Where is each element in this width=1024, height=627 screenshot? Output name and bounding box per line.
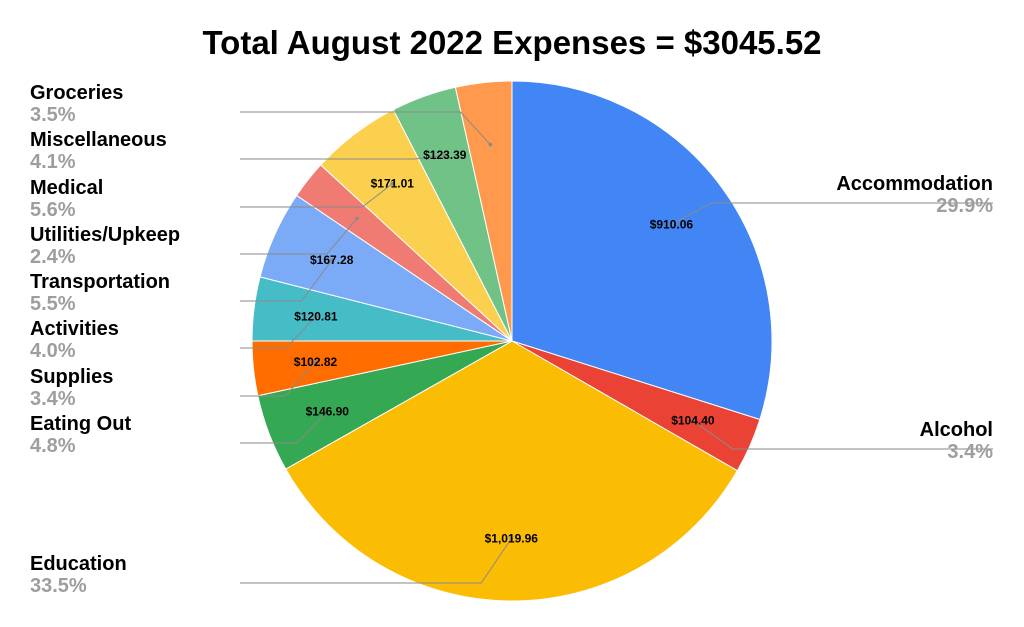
value-label-transportation: $167.28 — [310, 253, 354, 267]
value-label-eating-out: $146.90 — [306, 404, 350, 418]
category-label-utilities-upkeep: Utilities/Upkeep — [30, 224, 180, 246]
percent-label-groceries: 3.5% — [30, 104, 76, 126]
category-label-transportation: Transportation — [30, 271, 170, 293]
leader-dot-supplies — [313, 360, 318, 364]
pie-slices — [251, 80, 773, 602]
leader-line-groceries — [240, 111, 491, 145]
leader-line-accommodation — [671, 202, 993, 225]
category-label-alcohol: Alcohol — [920, 419, 993, 441]
percent-label-utilities-upkeep: 2.4% — [30, 246, 76, 268]
percent-label-supplies: 3.4% — [30, 388, 76, 410]
category-label-activities: Activities — [30, 318, 119, 340]
leader-line-activities — [240, 316, 317, 349]
leader-dot-groceries — [488, 142, 493, 147]
leader-dot-transportation — [329, 258, 334, 262]
category-label-groceries: Groceries — [30, 82, 123, 104]
percent-label-medical: 5.6% — [30, 199, 76, 221]
leader-dot-eating-out — [325, 409, 330, 414]
value-label-accommodation: $910.06 — [650, 217, 694, 231]
percent-label-activities: 4.0% — [30, 340, 76, 362]
leader-line-alcohol — [692, 420, 993, 450]
leader-line-transportation — [240, 259, 333, 302]
leader-line-miscellaneous — [240, 154, 445, 160]
leader-dot-accommodation — [669, 222, 674, 227]
category-label-medical: Medical — [30, 177, 103, 199]
leader-dot-miscellaneous — [443, 153, 447, 157]
leader-dot-education — [509, 536, 514, 541]
chart-title: Total August 2022 Expenses = $3045.52 — [202, 24, 821, 61]
category-label-supplies: Supplies — [30, 366, 113, 388]
percent-label-eating-out: 4.8% — [30, 435, 76, 457]
percent-label-accommodation: 29.9% — [936, 195, 993, 217]
leader-line-supplies — [240, 361, 316, 397]
leader-dot-utilities-upkeep — [355, 216, 359, 221]
pie-slice-education — [285, 340, 739, 602]
value-label-activities: $120.81 — [294, 309, 338, 323]
value-label-medical: $171.01 — [371, 177, 415, 191]
percent-label-alcohol: 3.4% — [947, 441, 993, 463]
leader-dot-activities — [314, 314, 318, 319]
value-label-supplies: $102.82 — [294, 355, 338, 369]
leader-line-eating-out — [240, 410, 328, 444]
category-label-education: Education — [30, 553, 127, 575]
leader-line-utilities-upkeep — [240, 218, 358, 255]
leader-dot-medical — [390, 181, 395, 186]
percent-label-transportation: 5.5% — [30, 293, 76, 315]
leader-line-medical — [240, 183, 393, 208]
category-label-miscellaneous: Miscellaneous — [30, 129, 167, 151]
percent-label-miscellaneous: 4.1% — [30, 151, 76, 173]
category-label-accommodation: Accommodation — [836, 173, 993, 195]
value-label-miscellaneous: $123.39 — [423, 148, 467, 162]
pie-slice-accommodation — [511, 80, 773, 421]
value-label-alcohol: $104.40 — [671, 414, 715, 428]
leader-lines — [240, 111, 993, 584]
percent-label-education: 33.5% — [30, 575, 87, 597]
value-label-education: $1,019.96 — [485, 532, 539, 546]
category-label-eating-out: Eating Out — [30, 413, 131, 435]
pie-slice-groceries — [454, 80, 513, 342]
leader-dot-alcohol — [691, 418, 695, 423]
leader-line-education — [240, 538, 512, 584]
